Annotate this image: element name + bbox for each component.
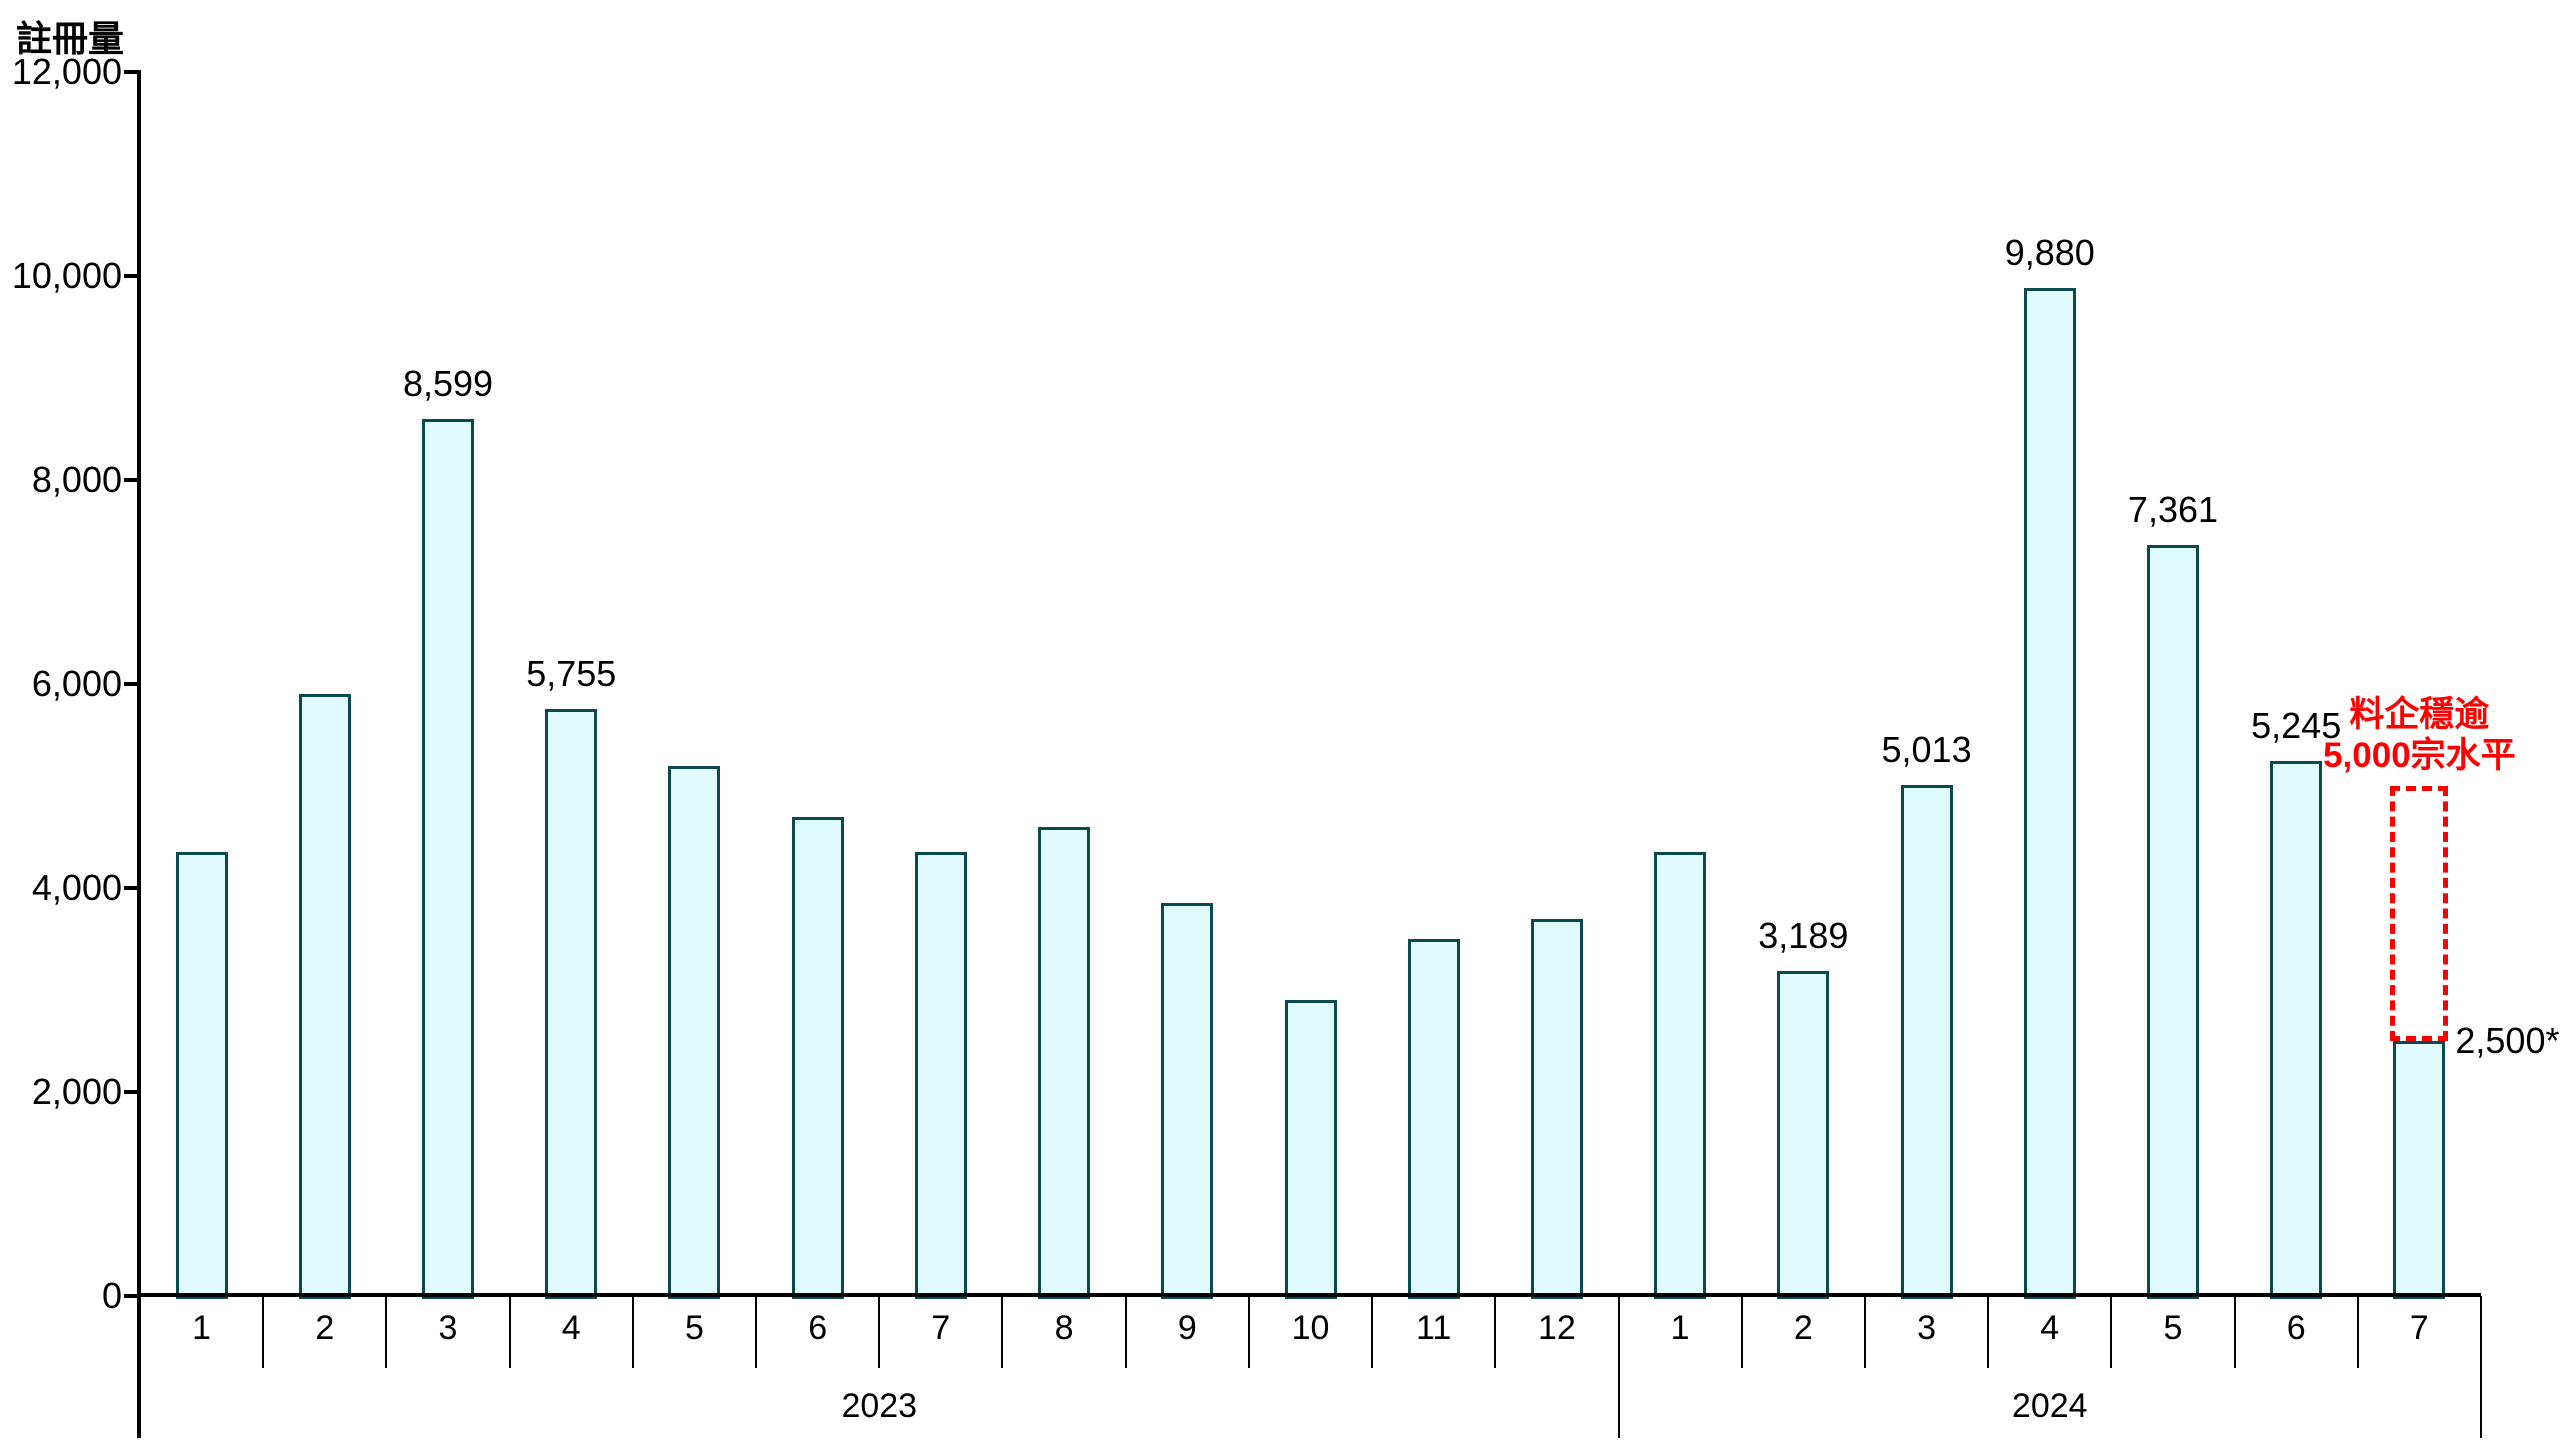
x-axis-month-separator [1987, 1296, 1990, 1368]
x-axis-line [137, 1293, 2481, 1297]
bar-2024-2 [1777, 970, 1830, 1299]
x-axis-month-label: 4 [2040, 1309, 2060, 1347]
bar-value-label: 7,361 [2127, 489, 2219, 531]
projection-dashed-box [2390, 786, 2449, 1041]
x-axis-month-label: 5 [684, 1309, 704, 1347]
y-axis-tick-label: 6,000 [31, 663, 122, 704]
bar-2023-7 [914, 852, 967, 1299]
bar-2023-9 [1161, 903, 1214, 1299]
bar-2023-11 [1407, 939, 1460, 1299]
bar-2024-3 [1900, 784, 1953, 1299]
x-axis-month-separator [1001, 1296, 1004, 1368]
y-axis-title: 註冊量 [16, 18, 125, 59]
x-axis-month-label: 3 [438, 1309, 458, 1347]
x-axis-month-label: 8 [1054, 1309, 1074, 1347]
bar-2024-7 [2393, 1041, 2446, 1299]
x-axis-month-separator [385, 1296, 388, 1368]
bar-2023-3 [422, 418, 475, 1299]
x-axis-month-separator [755, 1296, 758, 1368]
x-axis-month-label: 12 [1538, 1309, 1576, 1347]
x-axis-month-label: 10 [1291, 1309, 1330, 1347]
bar-2024-5 [2146, 545, 2199, 1299]
bar-value-label: 3,189 [1758, 914, 1849, 956]
x-axis-month-label: 7 [2409, 1309, 2429, 1347]
bar-2024-6 [2270, 761, 2323, 1299]
x-axis-month-separator [1740, 1296, 1743, 1368]
x-axis-month-label: 6 [808, 1309, 828, 1347]
bar-2023-2 [298, 694, 351, 1299]
x-axis-month-separator [631, 1296, 634, 1368]
x-axis-month-label: 5 [2163, 1309, 2183, 1347]
bar-2024-1 [1654, 852, 1707, 1299]
x-axis-month-label: 11 [1416, 1309, 1452, 1347]
x-axis-month-label: 1 [1670, 1309, 1690, 1347]
x-axis-month-separator [1124, 1296, 1127, 1368]
y-axis-tick-label: 12,000 [11, 51, 122, 92]
y-axis-tick [124, 1294, 140, 1298]
x-axis-month-separator [1247, 1296, 1250, 1368]
x-axis-year-label: 2023 [841, 1387, 918, 1425]
x-axis-right-boundary [2480, 1296, 2482, 1438]
bar-value-label: 9,880 [2004, 232, 2095, 274]
x-axis-month-label: 7 [931, 1309, 951, 1347]
bar-2024-4 [2023, 288, 2076, 1299]
y-axis-tick-label: 2,000 [31, 1071, 122, 1112]
bar-value-label: 5,755 [526, 652, 617, 694]
bar-value-label: 5,013 [1881, 728, 1972, 770]
bar-2023-10 [1284, 1000, 1337, 1299]
bar-2023-8 [1038, 826, 1091, 1299]
bar-2023-1 [175, 852, 228, 1299]
bar-2023-4 [545, 708, 598, 1299]
x-axis-month-separator [508, 1296, 511, 1368]
y-axis-tick [124, 70, 140, 74]
x-axis-month-separator [2233, 1296, 2236, 1368]
y-axis-tick-label: 8,000 [31, 459, 122, 500]
x-axis-month-separator [262, 1296, 265, 1368]
y-axis-tick-label: 0 [101, 1275, 122, 1316]
projection-annotation: 料企穩逾 5,000宗水平 [2299, 694, 2539, 776]
x-axis-month-label: 3 [1917, 1309, 1936, 1347]
y-axis-tick [124, 478, 140, 482]
bar-value-label: 8,599 [402, 362, 494, 404]
x-axis-month-label: 2 [315, 1309, 335, 1347]
x-axis-month-separator [1863, 1296, 1866, 1368]
x-axis-month-label: 9 [1177, 1309, 1197, 1347]
y-axis-tick [124, 1090, 140, 1094]
bar-value-label: 5,245 [2251, 705, 2342, 746]
bar-2023-5 [668, 765, 721, 1299]
projection-annotation-line-2: 5,000宗水平 [2323, 736, 2516, 775]
y-axis-tick [124, 274, 140, 278]
x-axis-month-label: 2 [1793, 1309, 1813, 1347]
y-axis-line [137, 70, 141, 1438]
bar-2023-6 [791, 816, 844, 1299]
x-axis-month-separator [1494, 1296, 1497, 1368]
bar-value-label: 2,500* [2455, 1020, 2560, 1061]
x-axis-year-boundary [1617, 1296, 1620, 1438]
y-axis-tick-label: 10,000 [11, 255, 122, 296]
projection-annotation-line-1: 料企穩逾 [2349, 695, 2490, 734]
x-axis-month-label: 1 [192, 1309, 212, 1347]
x-axis-year-label: 2024 [2011, 1387, 2088, 1425]
x-axis-month-separator [1371, 1296, 1374, 1368]
x-axis-month-separator [2356, 1296, 2359, 1368]
x-axis-month-label: 6 [2286, 1309, 2306, 1347]
y-axis-tick [124, 682, 140, 686]
x-axis-month-label: 4 [561, 1309, 581, 1347]
x-axis-month-separator [2110, 1296, 2113, 1368]
y-axis-tick [124, 886, 140, 890]
y-axis-tick-label: 4,000 [31, 867, 122, 908]
x-axis-month-separator [878, 1296, 881, 1368]
bar-2023-12 [1530, 918, 1583, 1299]
